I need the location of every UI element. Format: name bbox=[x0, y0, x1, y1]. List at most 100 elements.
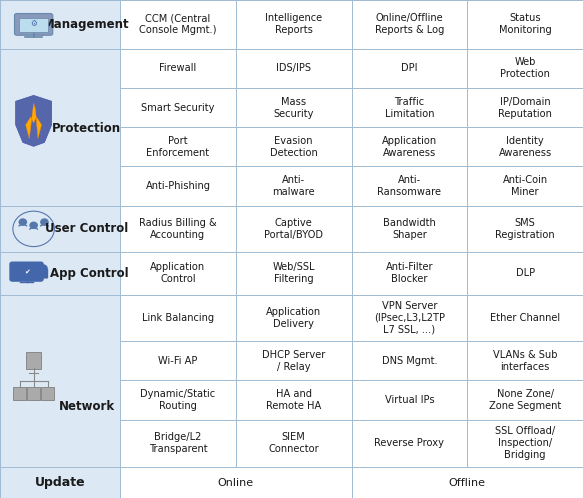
Bar bbox=[352, 252, 468, 294]
Bar bbox=[120, 420, 236, 467]
Text: CCM (Central
Console Mgmt.): CCM (Central Console Mgmt.) bbox=[139, 13, 217, 35]
Bar bbox=[120, 380, 236, 420]
FancyBboxPatch shape bbox=[41, 387, 54, 400]
Bar bbox=[0, 252, 120, 294]
Circle shape bbox=[19, 219, 26, 225]
Text: SIEM
Connector: SIEM Connector bbox=[268, 432, 319, 455]
Text: Network: Network bbox=[58, 400, 114, 413]
FancyBboxPatch shape bbox=[13, 387, 26, 400]
Bar bbox=[120, 467, 352, 498]
Text: Web
Protection: Web Protection bbox=[500, 57, 550, 79]
Bar bbox=[0, 467, 120, 498]
Text: Identity
Awareness: Identity Awareness bbox=[498, 136, 552, 158]
Text: Anti-Coin
Miner: Anti-Coin Miner bbox=[503, 175, 547, 197]
Bar bbox=[468, 49, 583, 88]
Text: DLP: DLP bbox=[515, 268, 535, 278]
Text: Web/SSL
Filtering: Web/SSL Filtering bbox=[272, 262, 315, 284]
Text: SSL Offload/
Inspection/
Bridging: SSL Offload/ Inspection/ Bridging bbox=[495, 426, 555, 461]
Bar bbox=[236, 341, 352, 380]
Text: Online/Offline
Reports & Log: Online/Offline Reports & Log bbox=[375, 13, 444, 35]
Bar bbox=[236, 166, 352, 206]
Text: Bridge/L2
Transparent: Bridge/L2 Transparent bbox=[149, 432, 208, 455]
Bar bbox=[352, 380, 468, 420]
Bar bbox=[236, 294, 352, 341]
Bar bbox=[468, 0, 583, 49]
Text: IDS/IPS: IDS/IPS bbox=[276, 63, 311, 73]
Circle shape bbox=[30, 222, 37, 229]
Bar bbox=[120, 294, 236, 341]
Bar bbox=[236, 49, 352, 88]
Bar bbox=[352, 127, 468, 166]
Text: Mass
Security: Mass Security bbox=[273, 97, 314, 119]
Text: Radius Billing &
Accounting: Radius Billing & Accounting bbox=[139, 218, 217, 240]
FancyBboxPatch shape bbox=[38, 268, 48, 278]
Text: Anti-Filter
Blocker: Anti-Filter Blocker bbox=[385, 262, 433, 284]
Text: Firewall: Firewall bbox=[159, 63, 196, 73]
Bar bbox=[352, 294, 468, 341]
Bar bbox=[236, 252, 352, 294]
Bar bbox=[236, 88, 352, 127]
Bar bbox=[468, 206, 583, 252]
Bar bbox=[468, 127, 583, 166]
Text: VLANs & Sub
interfaces: VLANs & Sub interfaces bbox=[493, 350, 557, 372]
Text: SMS
Registration: SMS Registration bbox=[496, 218, 555, 240]
Text: Application
Control: Application Control bbox=[150, 262, 206, 284]
Text: Protection: Protection bbox=[52, 122, 121, 135]
Text: ⚙: ⚙ bbox=[30, 19, 37, 28]
Text: Anti-
Ransomware: Anti- Ransomware bbox=[377, 175, 441, 197]
Text: ✔: ✔ bbox=[24, 269, 30, 275]
Text: DNS Mgmt.: DNS Mgmt. bbox=[382, 356, 437, 366]
Bar bbox=[0, 206, 120, 252]
Text: Anti-Phishing: Anti-Phishing bbox=[146, 181, 210, 191]
Text: Captive
Portal/BYOD: Captive Portal/BYOD bbox=[264, 218, 323, 240]
Bar bbox=[120, 0, 236, 49]
Text: Bandwidth
Shaper: Bandwidth Shaper bbox=[383, 218, 436, 240]
Circle shape bbox=[40, 265, 47, 271]
Text: Wi-Fi AP: Wi-Fi AP bbox=[158, 356, 198, 366]
Bar bbox=[120, 206, 236, 252]
Text: Port
Enforcement: Port Enforcement bbox=[146, 136, 209, 158]
Bar bbox=[468, 252, 583, 294]
Text: Online: Online bbox=[218, 478, 254, 488]
Text: Dynamic/Static
Routing: Dynamic/Static Routing bbox=[141, 389, 216, 411]
Bar bbox=[236, 206, 352, 252]
Bar bbox=[352, 420, 468, 467]
Bar bbox=[236, 420, 352, 467]
Bar bbox=[120, 127, 236, 166]
Text: Intelligence
Reports: Intelligence Reports bbox=[265, 13, 322, 35]
Bar bbox=[0, 294, 120, 467]
Bar bbox=[468, 380, 583, 420]
Text: HA and
Remote HA: HA and Remote HA bbox=[266, 389, 321, 411]
FancyBboxPatch shape bbox=[26, 352, 41, 370]
Circle shape bbox=[41, 219, 48, 225]
Text: Offline: Offline bbox=[449, 478, 486, 488]
Text: Update: Update bbox=[35, 476, 85, 489]
Bar bbox=[352, 206, 468, 252]
Bar bbox=[468, 341, 583, 380]
Text: Evasion
Detection: Evasion Detection bbox=[270, 136, 318, 158]
Text: Virtual IPs: Virtual IPs bbox=[385, 395, 434, 405]
FancyBboxPatch shape bbox=[15, 13, 53, 35]
Polygon shape bbox=[16, 96, 52, 146]
Text: None Zone/
Zone Segment: None Zone/ Zone Segment bbox=[489, 389, 561, 411]
Text: Link Balancing: Link Balancing bbox=[142, 313, 214, 323]
Bar bbox=[120, 341, 236, 380]
Bar bbox=[352, 166, 468, 206]
Text: DPI: DPI bbox=[401, 63, 417, 73]
Bar bbox=[120, 88, 236, 127]
Bar bbox=[352, 88, 468, 127]
Text: Ether Channel: Ether Channel bbox=[490, 313, 560, 323]
Bar bbox=[236, 380, 352, 420]
Text: Application
Awareness: Application Awareness bbox=[382, 136, 437, 158]
Text: Application
Delivery: Application Delivery bbox=[266, 307, 321, 329]
Text: App Control: App Control bbox=[50, 267, 128, 280]
Bar bbox=[468, 294, 583, 341]
Bar bbox=[468, 166, 583, 206]
FancyBboxPatch shape bbox=[27, 387, 40, 400]
Text: VPN Server
(IPsec,L3,L2TP
L7 SSL, ...): VPN Server (IPsec,L3,L2TP L7 SSL, ...) bbox=[374, 301, 445, 335]
FancyBboxPatch shape bbox=[19, 18, 48, 32]
Text: IP/Domain
Reputation: IP/Domain Reputation bbox=[498, 97, 552, 119]
Text: Anti-
malware: Anti- malware bbox=[272, 175, 315, 197]
Bar bbox=[120, 166, 236, 206]
Bar bbox=[352, 49, 468, 88]
